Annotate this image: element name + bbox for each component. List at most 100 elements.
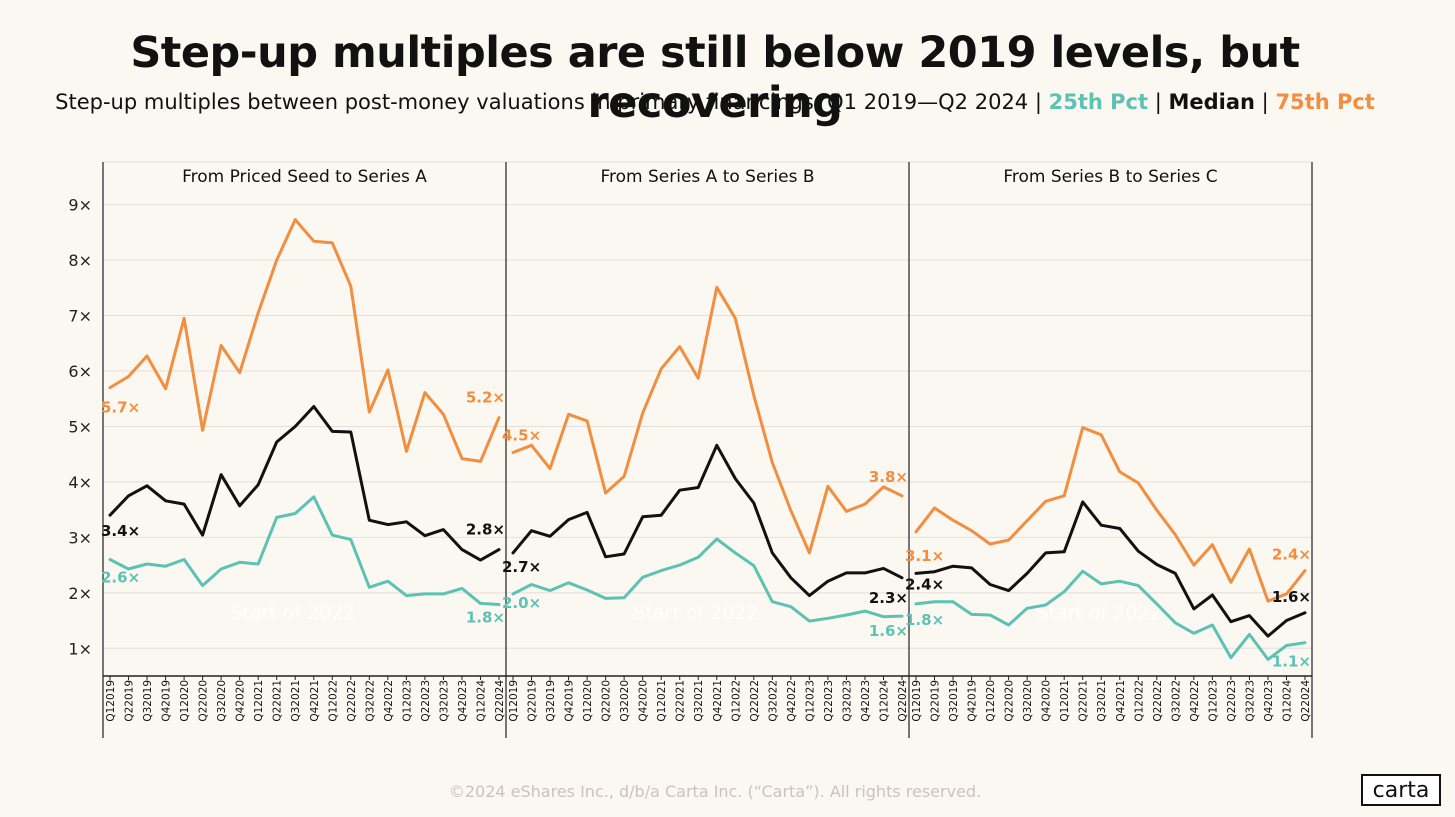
ytick-label-9: 9× [68,196,92,215]
xlabel-p2-7: Q42020 [638,680,650,722]
ytick-label-2: 2× [68,584,92,603]
data-label-p2-median-end: 2.3× [869,589,908,607]
ytick-label-6: 6× [68,362,92,381]
xlabel-p3-21: Q22024 [1300,680,1312,722]
xlabel-p3-13: Q22022 [1152,680,1164,722]
xlabel-p2-14: Q32022 [767,680,779,722]
data-label-p3-median-end: 1.6× [1272,588,1311,606]
xlabel-p2-12: Q12022 [730,680,742,722]
panel-title-1: From Priced Seed to Series A [182,167,427,187]
xlabel-p2-16: Q12023 [804,680,816,722]
data-label-p3-p25-start: 1.8× [905,611,944,629]
data-label-p3-p75-end: 2.4× [1272,546,1311,564]
panel-title-3: From Series B to Series C [1003,167,1217,187]
ytick-label-5: 5× [68,417,92,436]
xlabel-p3-4: Q12020 [985,680,997,722]
xlabel-p3-6: Q32020 [1022,680,1034,722]
line-p2-p25 [511,537,904,623]
data-label-p3-p25-end: 1.1× [1272,653,1311,671]
carta-logo: carta [1361,774,1441,806]
ytick-label-1: 1× [68,639,92,658]
data-label-p2-median-start: 2.7× [502,558,541,576]
xlabel-p1-17: Q22023 [420,680,432,722]
subtitle-separator-2: | [1154,90,1162,114]
xlabel-p2-19: Q42023 [860,680,872,722]
line-p1-median [108,405,501,562]
xlabel-p3-7: Q42020 [1041,680,1053,722]
data-label-p2-p25-start: 2.0× [502,594,541,612]
xlabel-p2-1: Q22019 [527,680,539,722]
annotation-start-2022-1: Start of 2022 [230,602,355,624]
xlabel-p1-19: Q42023 [457,680,469,722]
copyright-footer: ©2024 eShares Inc., d/b/a Carta Inc. (“C… [448,782,982,801]
xlabel-p2-13: Q22022 [749,680,761,722]
line-p1-p75 [108,218,501,463]
xlabel-p1-15: Q42022 [383,680,395,722]
xlabel-p3-18: Q32023 [1244,680,1256,722]
xlabel-p1-6: Q32020 [216,680,228,722]
ytick-label-7: 7× [68,307,92,326]
data-label-p2-p75-start: 4.5× [502,427,541,445]
data-label-p3-median-start: 2.4× [905,575,944,593]
xlabel-p2-8: Q12021 [656,680,668,722]
xlabel-p1-3: Q42019 [161,680,173,722]
data-label-p1-median-end: 2.8× [466,521,505,539]
line-p3-p75 [914,426,1307,603]
xlabel-p3-15: Q42022 [1189,680,1201,722]
xlabel-p1-21: Q22024 [494,680,506,722]
data-label-p2-p75-end: 3.8× [869,468,908,486]
xlabel-p1-1: Q22019 [124,680,136,722]
xlabel-p1-16: Q12023 [401,680,413,722]
xlabel-p3-8: Q12021 [1059,680,1071,722]
xlabel-p3-20: Q12024 [1281,680,1293,722]
data-label-p1-p25-end: 1.8× [466,608,505,626]
xlabel-p1-12: Q12022 [327,680,339,722]
xlabel-p3-19: Q42023 [1263,680,1275,722]
ytick-label-8: 8× [68,251,92,270]
xlabel-p1-5: Q22020 [198,680,210,722]
legend-25th-pct: 25th Pct [1048,90,1149,114]
xlabel-p1-2: Q32019 [142,680,154,722]
xlabel-p2-11: Q42021 [712,680,724,722]
page-title: Step-up multiples are still below 2019 l… [130,28,1300,128]
xlabel-p2-3: Q42019 [564,680,576,722]
xlabel-p2-6: Q32020 [619,680,631,722]
data-label-p1-median-start: 3.4× [101,522,140,540]
data-label-p2-p25-end: 1.6× [869,622,908,640]
xlabel-p2-20: Q12024 [878,680,890,722]
subtitle-separator-3: | [1261,90,1269,114]
xlabel-p3-11: Q42021 [1115,680,1127,722]
xlabel-p3-14: Q32022 [1170,680,1182,722]
xlabel-p3-0: Q12019 [911,680,923,722]
line-p3-median [914,500,1307,638]
xlabel-p1-11: Q42021 [309,680,321,722]
xlabel-p1-7: Q42020 [235,680,247,722]
xlabel-p3-1: Q22019 [930,680,942,722]
annotation-start-2022-3: Start of 2022 [1036,602,1161,624]
xlabel-p1-4: Q12020 [179,680,191,722]
legend-median: Median [1168,90,1255,114]
xlabel-p1-20: Q12024 [475,680,487,722]
xlabel-p3-10: Q32021 [1096,680,1108,722]
data-label-p1-p25-start: 2.6× [101,569,140,587]
annotation-start-2022-2: Start of 2022 [633,602,758,624]
xlabel-p2-0: Q12019 [508,680,520,722]
xlabel-p2-5: Q22020 [601,680,613,722]
xlabel-p3-3: Q42019 [967,680,979,722]
line-p2-p75 [511,285,904,555]
xlabel-p3-2: Q32019 [948,680,960,722]
data-label-p3-p75-start: 3.1× [905,547,944,565]
xlabel-p2-15: Q42022 [786,680,798,722]
xlabel-p3-16: Q12023 [1207,680,1219,722]
data-label-p1-p75-start: 5.7× [101,399,140,417]
line-p3-p25 [914,569,1307,661]
xlabel-p2-9: Q22021 [675,680,687,722]
xlabel-p3-9: Q22021 [1078,680,1090,722]
xlabel-p1-13: Q22022 [346,680,358,722]
xlabel-p1-10: Q32021 [290,680,302,722]
page-subtitle: Step-up multiples between post-money val… [0,90,1430,114]
xlabel-p1-9: Q22021 [272,680,284,722]
xlabel-p2-21: Q22024 [897,680,909,722]
xlabel-p2-10: Q32021 [693,680,705,722]
